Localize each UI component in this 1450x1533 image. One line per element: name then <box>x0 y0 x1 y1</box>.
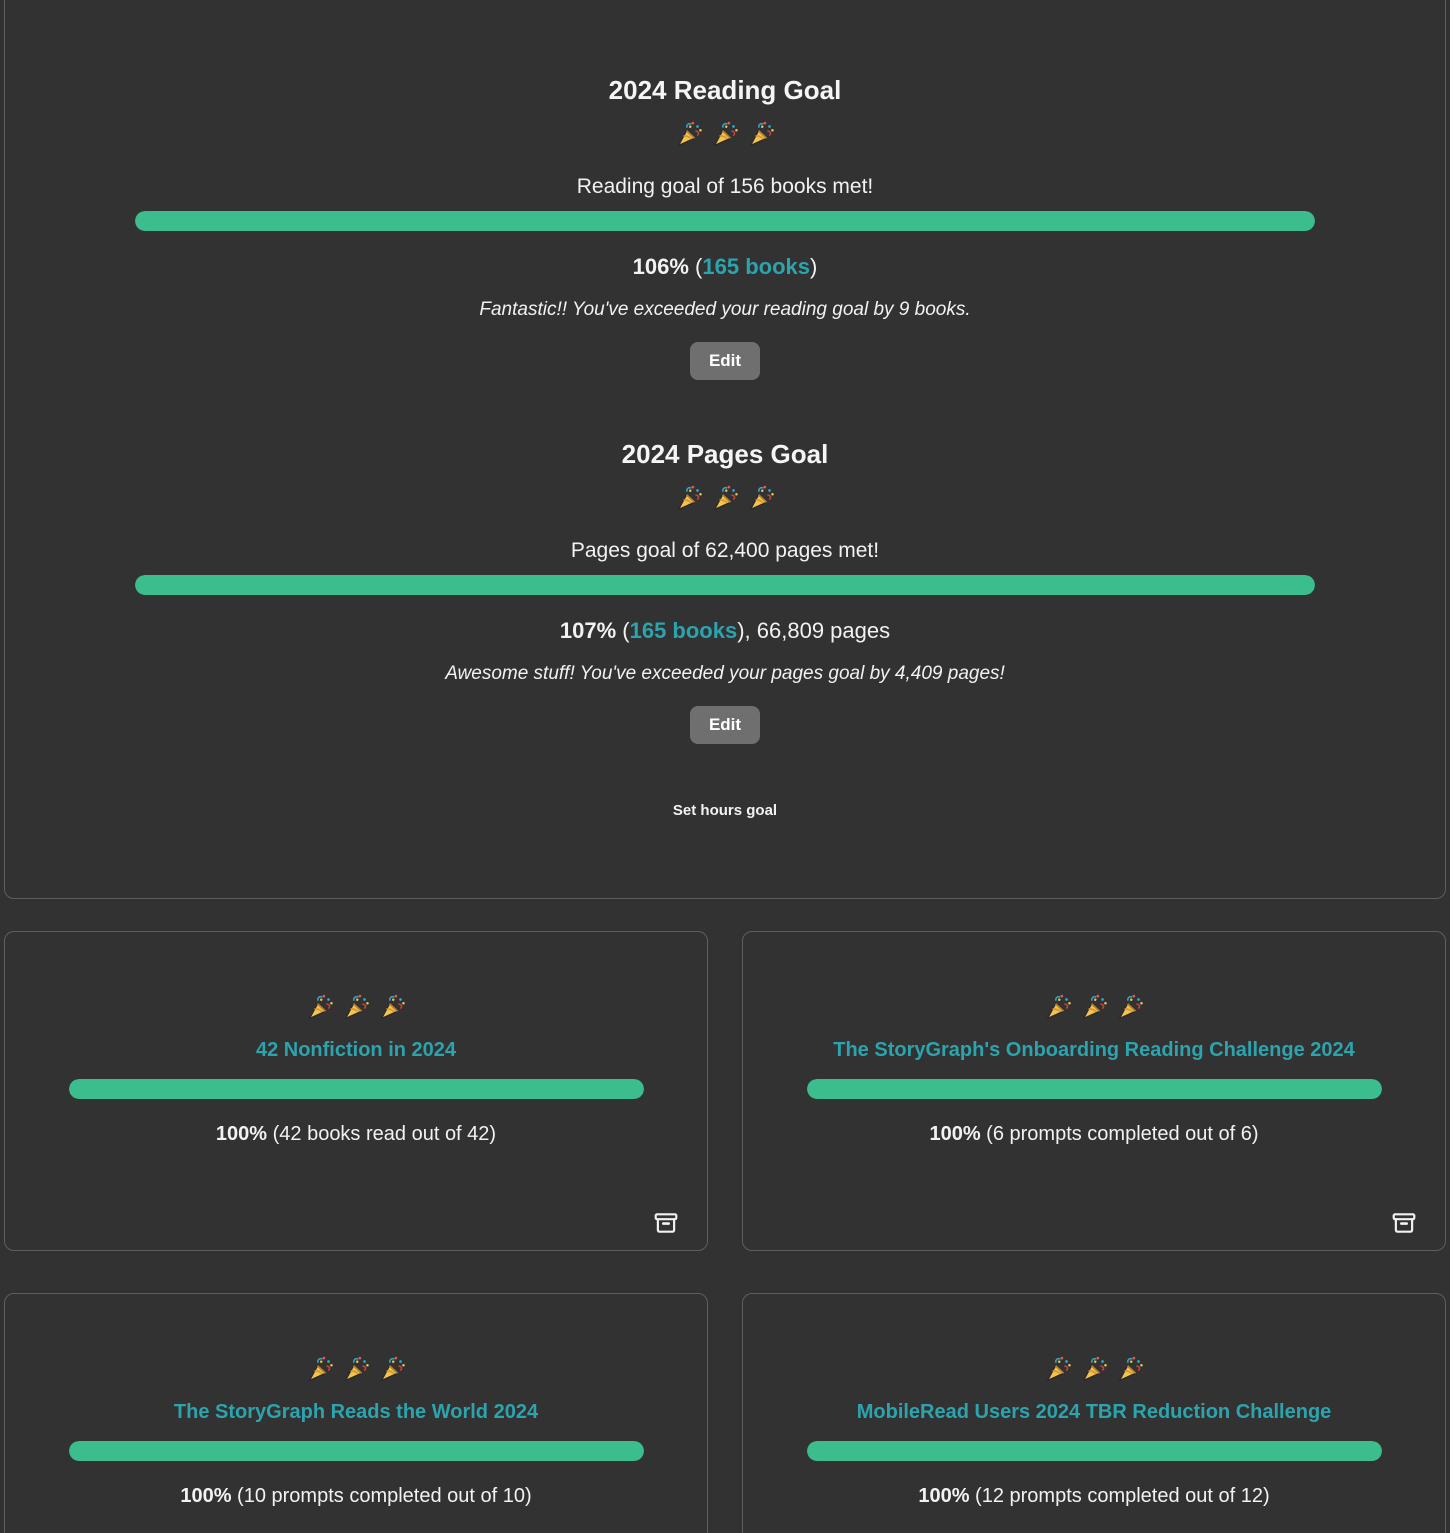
challenge-title-link[interactable]: The StoryGraph's Onboarding Reading Chal… <box>833 1039 1355 1061</box>
party-popper-icon <box>677 485 702 511</box>
pages-goal-stat: 107% (165 books), 66,809 pages <box>5 617 1445 645</box>
party-popper-icon <box>713 121 738 147</box>
pages-goal-message: Awesome stuff! You've exceeded your page… <box>445 663 1005 684</box>
reading-goal-progress-bar <box>135 211 1315 231</box>
paren-close: ) <box>737 618 745 643</box>
party-popper-icon <box>380 994 405 1020</box>
set-hours-goal-link[interactable]: Set hours goal <box>672 802 778 819</box>
challenge-progress-bar <box>806 1079 1382 1099</box>
challenge-stat: 100% (6 prompts completed out of 6) <box>743 1121 1445 1147</box>
pages-goal-percent: 107% <box>559 618 617 643</box>
reading-goal-title: 2024 Reading Goal <box>608 75 842 105</box>
archive-box-icon <box>654 1213 678 1233</box>
reading-goal-celebration-row <box>5 121 1445 148</box>
challenge-progress-bar <box>806 1441 1382 1461</box>
party-popper-icon <box>1082 994 1107 1020</box>
party-popper-icon <box>749 485 774 511</box>
challenge-card: The StoryGraph Reads the World 2024 100%… <box>4 1293 708 1533</box>
challenge-detail: (10 prompts completed out of 10) <box>231 1485 532 1507</box>
party-popper-icon <box>344 1356 369 1382</box>
reading-goal-edit-button[interactable]: Edit <box>690 342 760 380</box>
pages-goal-edit-button[interactable]: Edit <box>690 706 760 744</box>
pages-goal-progress-fill <box>135 575 1315 595</box>
paren-close: ) <box>810 254 818 279</box>
challenge-stat: 100% (10 prompts completed out of 10) <box>5 1483 707 1509</box>
reading-goal-books-link[interactable]: 165 books <box>702 254 810 279</box>
challenge-title-link[interactable]: 42 Nonfiction in 2024 <box>255 1039 457 1061</box>
reading-goal-progress-fill <box>135 211 1315 231</box>
challenge-stat: 100% (12 prompts completed out of 12) <box>743 1483 1445 1509</box>
party-popper-icon <box>1046 994 1071 1020</box>
archive-challenge-button[interactable] <box>651 1208 681 1238</box>
paren-open: ( <box>616 618 630 643</box>
challenge-celebration-row <box>5 994 707 1021</box>
party-popper-icon <box>1082 1356 1107 1382</box>
goals-panel: 2024 Reading Goal Reading goal of 156 bo… <box>4 0 1446 899</box>
pages-goal-status: Pages goal of 62,400 pages met! <box>570 539 880 562</box>
challenge-celebration-row <box>743 994 1445 1021</box>
challenge-card: The StoryGraph's Onboarding Reading Chal… <box>742 931 1446 1251</box>
challenge-progress-fill <box>68 1441 644 1461</box>
challenge-percent: 100% <box>215 1123 268 1145</box>
party-popper-icon <box>749 121 774 147</box>
challenge-progress-fill <box>806 1079 1382 1099</box>
challenge-detail: (12 prompts completed out of 12) <box>969 1485 1270 1507</box>
challenge-percent: 100% <box>929 1123 981 1145</box>
pages-goal-pages-count: , 66,809 pages <box>744 618 891 643</box>
challenge-card: MobileRead Users 2024 TBR Reduction Chal… <box>742 1293 1446 1533</box>
challenge-cards-grid: 42 Nonfiction in 2024 100% (42 books rea… <box>4 931 1446 1533</box>
challenge-celebration-row <box>743 1356 1445 1383</box>
challenge-detail: (6 prompts completed out of 6) <box>980 1123 1259 1145</box>
party-popper-icon <box>677 121 702 147</box>
party-popper-icon <box>713 485 738 511</box>
party-popper-icon <box>1118 1356 1143 1382</box>
challenge-title-link[interactable]: MobileRead Users 2024 TBR Reduction Chal… <box>856 1401 1332 1423</box>
pages-goal-title: 2024 Pages Goal <box>621 439 829 469</box>
challenge-percent: 100% <box>180 1485 232 1507</box>
pages-goal-progress-bar <box>135 575 1315 595</box>
challenge-title-link[interactable]: The StoryGraph Reads the World 2024 <box>173 1401 539 1423</box>
challenge-progress-bar <box>68 1079 644 1099</box>
challenge-progress-bar <box>68 1441 644 1461</box>
pages-goal-books-link[interactable]: 165 books <box>629 618 738 643</box>
party-popper-icon <box>1118 994 1143 1020</box>
challenge-progress-fill <box>68 1079 644 1099</box>
party-popper-icon <box>344 994 369 1020</box>
party-popper-icon <box>308 994 333 1020</box>
archive-box-icon <box>1392 1213 1416 1233</box>
challenge-progress-fill <box>806 1441 1382 1461</box>
reading-goal-stat: 106% (165 books) <box>5 253 1445 281</box>
challenge-celebration-row <box>5 1356 707 1383</box>
reading-goal-status: Reading goal of 156 books met! <box>576 175 874 198</box>
challenge-percent: 100% <box>918 1485 970 1507</box>
challenge-stat: 100% (42 books read out of 42) <box>5 1121 707 1147</box>
reading-goal-percent: 106% <box>632 254 689 279</box>
party-popper-icon <box>308 1356 333 1382</box>
pages-goal-celebration-row <box>5 485 1445 512</box>
archive-challenge-button[interactable] <box>1389 1208 1419 1238</box>
challenge-detail: (42 books read out of 42) <box>267 1123 497 1145</box>
party-popper-icon <box>1046 1356 1071 1382</box>
challenge-card: 42 Nonfiction in 2024 100% (42 books rea… <box>4 931 708 1251</box>
party-popper-icon <box>380 1356 405 1382</box>
reading-goal-message: Fantastic!! You've exceeded your reading… <box>479 299 971 320</box>
paren-open: ( <box>688 254 703 279</box>
